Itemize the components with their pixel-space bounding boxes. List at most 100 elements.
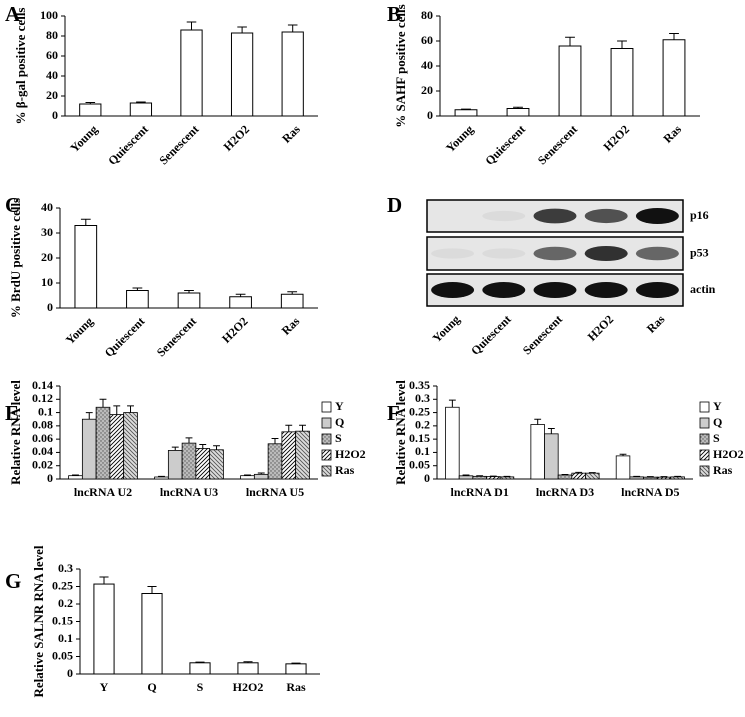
bar bbox=[180, 29, 203, 117]
x-tick-label: lncRNA D1 bbox=[450, 485, 508, 499]
y-tick-label: 0 bbox=[52, 108, 58, 122]
x-tick-label: Q bbox=[147, 680, 156, 694]
error-bar bbox=[99, 576, 109, 585]
error-bar bbox=[147, 586, 157, 594]
bar bbox=[195, 448, 211, 480]
bar bbox=[74, 225, 98, 309]
bar bbox=[629, 476, 644, 480]
legend-label: Ras bbox=[335, 463, 355, 477]
bar bbox=[141, 593, 163, 675]
y-tick-label: 0.1 bbox=[38, 404, 53, 418]
x-tick-label: lncRNA D3 bbox=[536, 485, 594, 499]
bar bbox=[458, 475, 474, 480]
y-tick-label: 0.25 bbox=[409, 404, 430, 418]
error-bar bbox=[99, 398, 107, 408]
y-tick-label: 100 bbox=[40, 8, 58, 22]
blot-band bbox=[533, 282, 577, 298]
panel-letter: A bbox=[5, 2, 21, 26]
y-tick-label: 20 bbox=[421, 83, 433, 97]
legend-label: Q bbox=[713, 415, 722, 429]
y-tick-label: 0.14 bbox=[32, 378, 53, 392]
x-tick-label: Ras bbox=[279, 122, 303, 146]
blot-band bbox=[431, 248, 475, 259]
y-tick-label: 80 bbox=[46, 28, 58, 42]
y-tick-label: 0.3 bbox=[415, 391, 430, 405]
y-tick-label: 0.15 bbox=[409, 431, 430, 445]
bar bbox=[267, 443, 283, 480]
legend-label: Q bbox=[335, 415, 344, 429]
bar bbox=[454, 109, 478, 117]
x-tick-label: Ras bbox=[279, 314, 303, 338]
y-axis-label: % BrdU positive cells bbox=[8, 198, 23, 318]
legend-label: S bbox=[335, 431, 342, 445]
panel-letter: E bbox=[5, 401, 19, 425]
error-bar bbox=[534, 418, 542, 425]
blot-band bbox=[482, 248, 526, 259]
bar bbox=[472, 475, 487, 480]
x-tick-label: Ras bbox=[286, 680, 306, 694]
y-axis-label: % β-gal positive cells bbox=[13, 8, 28, 125]
legend-swatch bbox=[321, 465, 332, 477]
y-tick-label: 0.04 bbox=[32, 444, 53, 458]
bar bbox=[295, 430, 310, 480]
x-tick-label: lncRNA D5 bbox=[621, 485, 679, 499]
y-tick-label: 0 bbox=[427, 108, 433, 122]
legend-swatch bbox=[699, 417, 710, 429]
legend-swatch bbox=[699, 449, 710, 461]
blot-band bbox=[635, 208, 679, 224]
error-bar bbox=[669, 33, 679, 40]
y-tick-label: 10 bbox=[41, 275, 53, 289]
bar bbox=[154, 476, 169, 480]
x-tick-label: Senescent bbox=[520, 312, 565, 357]
panel-letter: C bbox=[5, 193, 20, 217]
y-tick-label: 60 bbox=[46, 48, 58, 62]
blot-band bbox=[533, 208, 577, 224]
bar bbox=[544, 433, 559, 480]
panel-letter: G bbox=[5, 569, 21, 593]
legend-swatch bbox=[699, 433, 710, 445]
blot-band bbox=[482, 282, 526, 298]
legend-swatch bbox=[699, 401, 710, 413]
blot-row-label: actin bbox=[690, 282, 716, 296]
x-tick-label: Quiescent bbox=[105, 122, 151, 168]
y-tick-label: 0.15 bbox=[52, 613, 73, 627]
blot-row-label: p16 bbox=[690, 208, 709, 222]
y-tick-label: 0.02 bbox=[32, 457, 53, 471]
bar bbox=[486, 476, 501, 480]
error-bar bbox=[547, 428, 555, 434]
y-tick-label: 0.08 bbox=[32, 418, 53, 432]
bar bbox=[610, 48, 634, 117]
x-tick-label: H2O2 bbox=[233, 680, 264, 694]
x-tick-label: Y bbox=[100, 680, 109, 694]
y-axis-label: Relative SALNR RNA level bbox=[31, 545, 46, 697]
blot-band bbox=[533, 246, 577, 261]
y-tick-label: 40 bbox=[421, 58, 433, 72]
x-tick-label: lncRNA U2 bbox=[74, 485, 132, 499]
x-tick-label: lncRNA U3 bbox=[160, 485, 218, 499]
bar bbox=[129, 102, 153, 117]
error-bar bbox=[185, 437, 193, 444]
error-bar bbox=[237, 26, 247, 33]
bar bbox=[530, 424, 545, 480]
bar bbox=[615, 455, 631, 480]
error-bar bbox=[113, 405, 121, 415]
error-bar bbox=[127, 405, 134, 413]
blot-band bbox=[482, 210, 526, 222]
bar bbox=[181, 442, 197, 480]
bar bbox=[126, 290, 149, 309]
error-bar bbox=[271, 437, 279, 444]
bar bbox=[167, 450, 183, 480]
x-tick-label: Quiescent bbox=[468, 312, 514, 358]
bar bbox=[177, 292, 201, 309]
bar bbox=[281, 31, 304, 117]
legend-swatch bbox=[321, 449, 332, 461]
bar bbox=[95, 406, 111, 480]
y-tick-label: 30 bbox=[41, 225, 53, 239]
bar bbox=[240, 475, 255, 480]
x-tick-label: H2O2 bbox=[221, 122, 253, 154]
error-bar bbox=[171, 446, 179, 451]
blot-band bbox=[584, 208, 628, 224]
error-bar bbox=[186, 21, 197, 30]
y-tick-label: 40 bbox=[46, 68, 58, 82]
